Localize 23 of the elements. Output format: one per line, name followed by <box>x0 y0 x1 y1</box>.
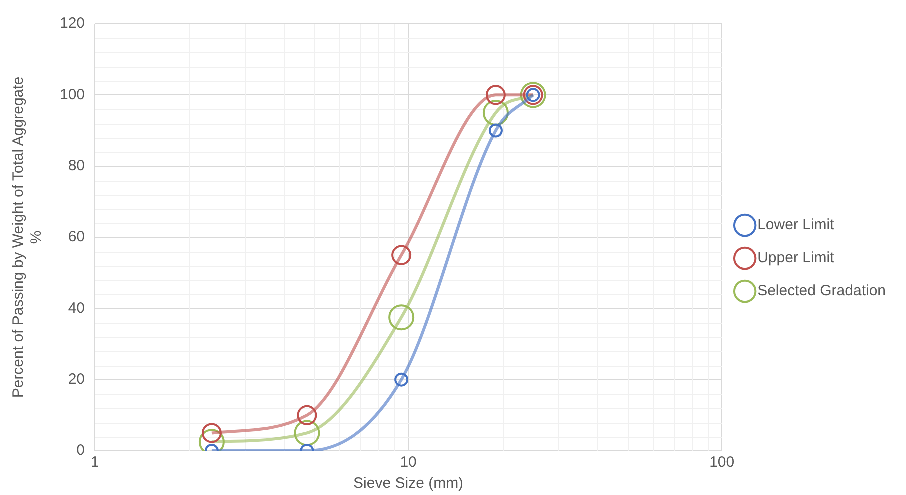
y-tick-label: 60 <box>68 228 86 246</box>
y-tick-label: 20 <box>68 370 86 388</box>
x-tick-label: 10 <box>400 454 417 472</box>
point <box>392 245 412 266</box>
point <box>394 372 409 387</box>
legend-label: Selected Gradation <box>758 282 886 300</box>
y-tick-label: 80 <box>68 157 86 174</box>
point <box>388 304 415 331</box>
x-axis-title: Sieve Size (mm) <box>354 475 464 492</box>
point <box>294 420 320 446</box>
point <box>486 85 506 106</box>
x-tick-label: 1 <box>90 454 100 472</box>
point <box>482 100 509 126</box>
legend-label: Upper Limit <box>758 250 836 267</box>
y-tick-label: 100 <box>60 86 86 104</box>
y-tick-label: 120 <box>60 15 86 32</box>
legend-label: Lower Limit <box>758 216 836 234</box>
x-tick-label: 100 <box>710 454 735 472</box>
point <box>488 124 503 138</box>
point <box>297 405 318 426</box>
y-tick-label: 0 <box>76 442 86 460</box>
y-axis-title: Percent of Passing by Weight of Total Aggregate % <box>10 76 46 398</box>
y-tick-label: 40 <box>68 300 86 317</box>
